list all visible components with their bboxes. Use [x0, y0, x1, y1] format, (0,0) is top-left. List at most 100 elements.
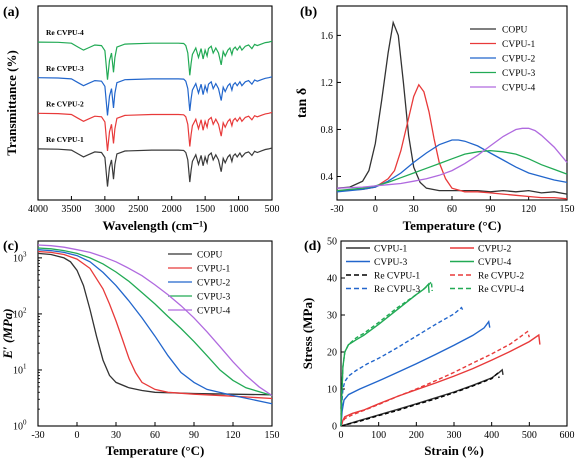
plot-frame-c	[37, 240, 273, 427]
x-tick-label-a: 2500	[128, 204, 148, 215]
x-tick-label-b: 90	[485, 204, 495, 215]
series-line-d-2	[340, 319, 491, 427]
x-tick-label-c: 30	[111, 430, 121, 441]
series-line-d-0	[340, 368, 504, 427]
x-tick-label-d: 500	[522, 430, 537, 441]
y-axis-label-b: tan δ	[295, 88, 310, 118]
series-line-d-1	[340, 333, 541, 427]
series-line-c-4	[37, 244, 273, 397]
x-axis-label-b: Temperature (°C)	[403, 218, 502, 233]
x-tick-label-c: 90	[189, 430, 199, 441]
series-line-c-3	[37, 247, 273, 397]
x-tick-label-d: 100	[371, 430, 386, 441]
series-line-b-3	[336, 149, 568, 192]
x-tick-label-d: 300	[447, 430, 462, 441]
legend-label-b-3: CVPU-3	[502, 69, 536, 79]
legend-label-d-5: Re CVPU-2	[478, 272, 524, 282]
x-tick-label-d: 400	[484, 430, 499, 441]
x-tick-label-c: 150	[265, 430, 280, 441]
x-tick-label-c: 60	[150, 430, 160, 441]
x-tick-label-b: 150	[560, 204, 575, 215]
x-tick-label-a: 2000	[162, 204, 182, 215]
series-line-c-2	[37, 249, 273, 405]
legend-label-d-4: Re CVPU-1	[374, 272, 420, 282]
series-line-a-0	[37, 147, 273, 187]
legend-label-d-6: Re CVPU-3	[374, 285, 420, 295]
y-tick-label-d: 10	[327, 385, 337, 396]
y-tick-label-b: 0.8	[321, 125, 334, 136]
panel-label-a: (a)	[3, 5, 20, 20]
y-axis-label-c: E′ (MPa)	[0, 308, 15, 359]
legend-label-d-7: Re CVPU-4	[478, 285, 524, 295]
legend-label-b-1: CVPU-1	[502, 40, 536, 50]
series-label-a-0: Re CVPU-1	[46, 135, 84, 144]
legend-label-b-0: COPU	[502, 26, 527, 36]
panel-label-b: (b)	[300, 5, 317, 20]
x-tick-label-d: 200	[409, 430, 424, 441]
panel-label-c: (c)	[3, 239, 19, 254]
y-tick-label-b: 1.6	[321, 31, 334, 42]
x-tick-label-b: 60	[447, 204, 457, 215]
series-label-a-3: Re CVPU-4	[46, 28, 84, 37]
series-line-a-3	[37, 40, 273, 80]
y-tick-label-b: 1.2	[321, 78, 334, 89]
x-tick-label-b: 0	[373, 204, 378, 215]
series-label-a-1: Re CVPU-2	[46, 99, 84, 108]
legend-label-d-0: CVPU-1	[374, 245, 408, 255]
legend-label-d-3: CVPU-4	[478, 258, 512, 268]
x-tick-label-a: 4000	[28, 204, 48, 215]
y-tick-label-c: 102	[13, 306, 27, 320]
series-line-b-4	[336, 127, 568, 189]
x-tick-label-c: 0	[75, 430, 80, 441]
legend-label-c-3: CVPU-3	[197, 293, 231, 303]
series-line-b-0	[336, 20, 568, 195]
legend-label-c-0: COPU	[197, 251, 222, 261]
series-line-d-6	[340, 306, 465, 427]
y-axis-label-d: Stress (MPa)	[300, 298, 315, 370]
legend-label-b-4: CVPU-4	[502, 84, 536, 94]
series-line-b-1	[336, 83, 568, 200]
x-tick-label-c: 120	[226, 430, 241, 441]
x-tick-label-a: 3000	[95, 204, 115, 215]
series-line-a-2	[37, 76, 273, 116]
series-line-d-4	[340, 372, 500, 427]
plot-frame-d	[340, 240, 568, 427]
y-tick-label-d: 30	[327, 311, 337, 322]
legend-label-b-2: CVPU-2	[502, 55, 536, 65]
x-tick-label-b: -30	[330, 204, 343, 215]
legend-label-c-4: CVPU-4	[197, 307, 231, 317]
x-tick-label-a: 500	[265, 204, 280, 215]
y-tick-label-d: 0	[332, 422, 337, 433]
legend-label-c-1: CVPU-1	[197, 265, 231, 275]
y-tick-label-c: 100	[13, 419, 27, 433]
legend-label-c-2: CVPU-2	[197, 279, 231, 289]
x-tick-label-d: 600	[560, 430, 575, 441]
y-tick-label-c: 101	[13, 362, 27, 376]
x-tick-label-d: 0	[339, 430, 344, 441]
y-tick-label-d: 50	[327, 237, 337, 248]
panel-label-d: (d)	[304, 239, 321, 254]
x-axis-label-c: Temperature (°C)	[106, 443, 205, 458]
x-axis-label-a: Wavelength (cm⁻¹)	[103, 218, 208, 233]
series-line-d-7	[340, 279, 433, 427]
series-label-a-2: Re CVPU-3	[46, 64, 84, 73]
legend-label-d-2: CVPU-3	[374, 258, 408, 268]
y-tick-label-d: 40	[327, 274, 337, 285]
legend-label-d-1: CVPU-2	[478, 245, 512, 255]
x-axis-label-d: Strain (%)	[424, 443, 484, 458]
y-axis-label-a: Transmittance (%)	[4, 50, 19, 156]
x-tick-label-b: 120	[521, 204, 536, 215]
series-line-b-2	[336, 139, 568, 193]
y-tick-label-c: 103	[13, 250, 27, 264]
y-tick-label-d: 20	[327, 348, 337, 359]
x-tick-label-a: 3500	[61, 204, 81, 215]
series-line-c-1	[37, 250, 273, 400]
x-tick-label-b: 30	[409, 204, 419, 215]
series-line-d-5	[340, 330, 530, 427]
y-tick-label-b: 0.4	[321, 172, 334, 183]
series-line-a-1	[37, 111, 273, 152]
x-tick-label-a: 1000	[229, 204, 249, 215]
plot-frame-a	[37, 5, 273, 201]
x-tick-label-c: -30	[31, 430, 44, 441]
